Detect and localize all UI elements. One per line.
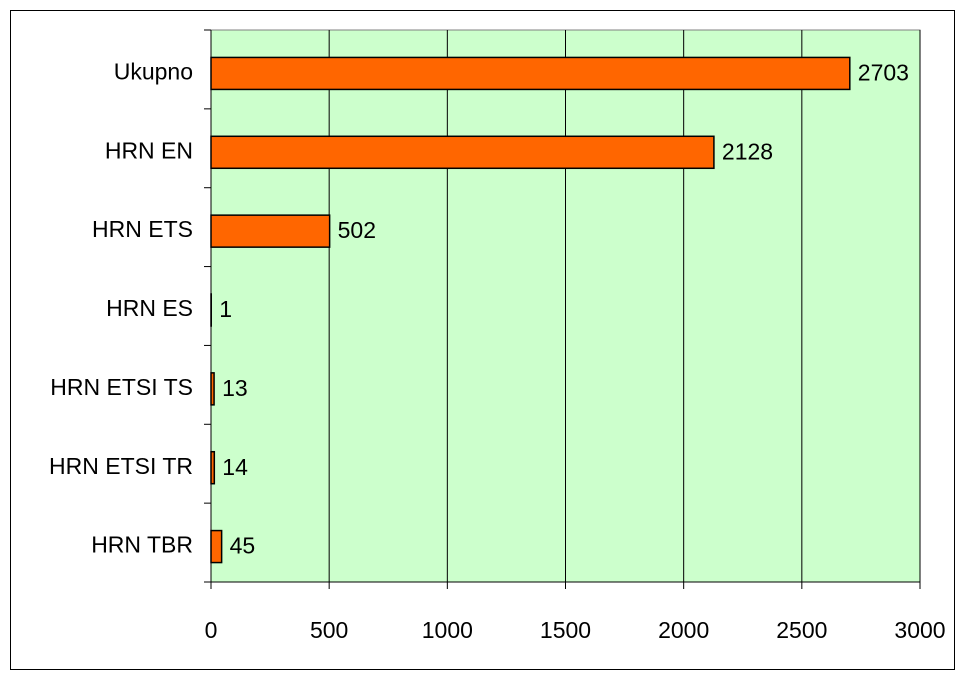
x-tick-label: 1500: [540, 617, 591, 643]
bar: [210, 450, 216, 485]
bar: [210, 214, 331, 248]
x-tick-label: 2500: [776, 617, 827, 643]
value-label: 2128: [722, 138, 773, 164]
value-label: 45: [230, 533, 256, 559]
bar: [210, 529, 223, 564]
y-tick-label: Ukupno: [114, 59, 193, 85]
x-tick-label: 500: [310, 617, 348, 643]
y-tick-label: HRN EN: [105, 137, 193, 163]
x-tick-label: 2000: [658, 617, 709, 643]
value-label: 2703: [858, 60, 909, 86]
bar: [210, 372, 215, 406]
value-label: 1: [219, 296, 232, 322]
x-tick-label: 0: [205, 617, 218, 643]
y-tick-label: HRN ES: [106, 295, 193, 321]
y-tick-label: HRN ETSI TS: [50, 374, 193, 400]
y-tick-label: HRN ETS: [92, 216, 193, 242]
y-tick-label: HRN ETSI TR: [49, 453, 193, 479]
x-tick-label: 1000: [422, 617, 473, 643]
value-label: 14: [222, 454, 248, 480]
x-tick-label: 3000: [894, 617, 945, 643]
bar: [210, 56, 851, 91]
value-label: 13: [222, 375, 248, 401]
bar: [210, 135, 715, 170]
value-label: 502: [338, 217, 376, 243]
y-tick-label: HRN TBR: [91, 532, 193, 558]
